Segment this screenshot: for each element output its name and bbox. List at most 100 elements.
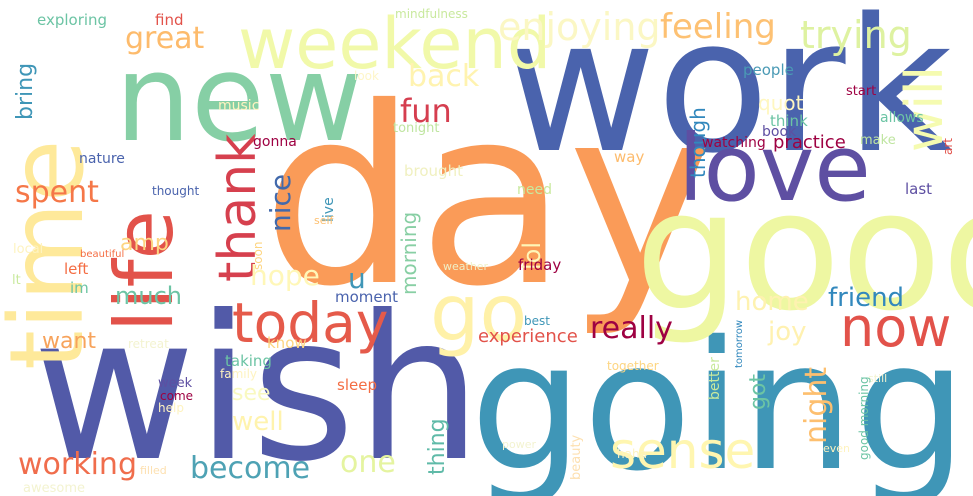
word-now: now [840,296,951,359]
word-wish: wish [32,273,482,496]
word-night: night [799,367,834,444]
word-know: know [267,334,307,352]
word-friend: friend [828,283,904,313]
word-filled: filled [140,464,167,477]
word-gonna: gonna [253,134,297,150]
word-lol: lol [518,242,546,270]
word-way: way [614,148,644,166]
word-tonight: tonight [393,121,440,136]
word-soon: soon [251,241,265,270]
word-see: see [232,381,271,406]
word-moment: moment [335,288,398,306]
word-much: much [115,282,182,310]
word-got: got [746,374,771,410]
word-u: u [348,262,366,295]
word-weekend: weekend [238,3,551,85]
word-well: well [232,407,284,437]
word-book: book [762,124,797,140]
word-still: still [868,372,887,385]
word-though: though [686,107,710,178]
word-self: self [314,214,335,227]
word-better: better [707,357,723,400]
word-amp: amp [120,231,169,256]
word-music: music [218,98,259,114]
word-make: make [860,133,896,148]
word-think: think [770,112,808,130]
word-day: day [262,55,713,340]
word-mindfulness: mindfulness [395,7,468,21]
word-awesome: awesome [23,481,85,496]
word-beauty: beauty [569,434,584,480]
word-feeling: feeling [660,7,776,47]
word-work: work [505,0,953,194]
word-together: together [607,359,659,373]
word-trying: trying [800,13,912,57]
word-start: start [846,84,876,99]
word-retreat: retreat [128,337,169,351]
word-thank: thank [208,134,268,282]
word-good: good [635,155,973,347]
word-left: left [64,260,88,278]
word-beautiful: beautiful [80,249,124,260]
word-go: go [430,269,527,359]
word-really: really [590,311,673,346]
word-become: become [190,451,310,486]
word-help: help [158,401,184,415]
word-want: want [42,329,96,354]
word-power: power [502,438,536,451]
word-friday: friday [518,256,561,274]
word-art: art [941,138,955,155]
word-nature: nature [79,151,125,167]
word-allows: allows [880,110,924,126]
word-best: best [524,314,550,328]
word-weather: weather [443,260,489,273]
word-come: come [160,389,193,403]
word-fun: fun [400,92,452,130]
word-local: local [13,242,43,257]
word-nice: nice [264,174,297,232]
word-working: working [18,447,137,482]
word-one: one [340,445,396,480]
word-taking: taking [225,352,272,370]
word-im: im [70,279,89,297]
word-great: great [125,21,205,56]
word-lt: lt [12,273,21,288]
word-spent: spent [15,175,99,210]
word-exploring: exploring [37,11,107,29]
word-going: going [470,303,967,496]
word-experience: experience [478,326,578,347]
word-watching: watching [702,135,766,151]
word-quot: quot [758,91,804,115]
word-bring: bring [13,63,38,120]
word-haha: haha [617,447,647,461]
word-even: even [823,442,850,455]
word-live: live [321,197,337,222]
word-life: life [98,210,191,332]
word-good-morning: good morning [857,376,871,460]
word-family: family [220,367,257,381]
word-will: will [895,66,955,152]
word-love: love [678,115,871,222]
word-week: week [158,376,193,391]
word-last: last [905,180,932,198]
word-home: home [735,287,809,317]
word-sense: sense [610,422,755,480]
word-tomorrow: tomorrow [734,320,745,368]
word-joy: joy [767,317,807,347]
word-back: back [408,59,480,94]
word-look: look [354,69,379,83]
word-thing: thing [425,418,450,475]
word-brought: brought [404,162,463,180]
word-morning: morning [397,212,421,295]
word-new: new [115,30,363,169]
word-thought: thought [152,184,199,198]
word-time: time [0,140,107,370]
word-sleep: sleep [337,376,377,394]
word-enjoying: enjoying [498,5,661,49]
word-need: need [517,182,552,198]
word-practice: practice [773,132,846,153]
word-hope: hope [250,259,320,292]
